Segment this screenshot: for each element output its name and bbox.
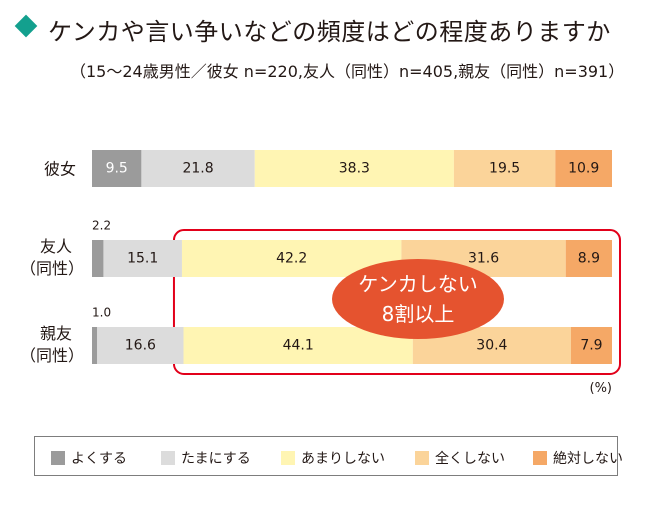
bar-segment-r1-s2 [141, 150, 255, 187]
data-label-r2-s1: 2.2 [92, 219, 111, 233]
data-label-r2-s5: 8.9 [578, 251, 600, 267]
legend-item-3: あまりしない [281, 448, 385, 468]
callout-line-2: 8割以上 [382, 302, 455, 326]
legend-label: よくする [71, 451, 127, 467]
bar-segment-r2-s5 [565, 240, 612, 277]
chart-legend: よくする たまにする あまりしない 全くしない 絶対しない [34, 436, 623, 476]
bar-segment-r3-s1 [92, 327, 98, 364]
legend-swatch [281, 451, 295, 465]
bar-segment-r1-s4 [453, 150, 556, 187]
category-label-3: 親友（同性） [20, 324, 84, 365]
category-label-1: 彼女 [44, 160, 76, 179]
legend-label: 全くしない [435, 451, 505, 467]
legend-item-5: 絶対しない [533, 448, 623, 468]
bar-segment-r2-s2 [103, 240, 182, 277]
data-label-r3-s5: 7.9 [580, 338, 602, 354]
data-label-r1-s4: 19.5 [489, 161, 520, 177]
legend-label: あまりしない [301, 451, 385, 467]
data-label-r2-s2: 15.1 [127, 251, 158, 267]
unit-label: (%) [590, 381, 613, 396]
legend-swatch [51, 451, 65, 465]
legend-swatch [533, 451, 547, 465]
callout-bubble [332, 259, 504, 339]
legend-swatch [415, 451, 429, 465]
chart-plot: 9.5 21.8 38.3 19.5 10.9 彼女 2.2 15.1 42.2 31.6 8.9 友… [20, 150, 622, 396]
callout-line-1: ケンカしない [358, 272, 477, 296]
legend-item-4: 全くしない [415, 448, 505, 468]
data-label-r3-s2: 16.6 [125, 338, 156, 354]
legend-item-1: よくする [51, 448, 127, 468]
bar-segment-r1-s1 [92, 150, 142, 187]
legend-label: たまにする [181, 451, 251, 467]
chart-title: ケンカや言い争いなどの頻度はどの程度ありますか [48, 18, 611, 46]
data-label-r2-s3: 42.2 [276, 251, 307, 267]
category-label-2: 友人（同性） [20, 237, 84, 278]
legend-swatch [161, 451, 175, 465]
bar-segment-r3-s5 [570, 327, 612, 364]
data-label-r3-s1: 1.0 [92, 306, 111, 320]
bar-segment-r3-s2 [97, 327, 184, 364]
highlight-box [172, 229, 622, 375]
data-label-r3-s4: 30.4 [476, 338, 507, 354]
bar-segment-r1-s5 [555, 150, 612, 187]
bar-segment-r2-s1 [92, 240, 104, 277]
legend-item-2: たまにする [161, 448, 251, 468]
data-label-r1-s5: 10.9 [568, 161, 599, 177]
data-label-r1-s1: 9.5 [106, 161, 128, 177]
data-label-r1-s3: 38.3 [339, 161, 370, 177]
data-label-r3-s3: 44.1 [283, 338, 314, 354]
chart-subtitle: （15〜24歳男性／彼女 n=220,友人（同性）n=405,親友（同性）n=3… [70, 62, 625, 81]
data-label-r1-s2: 21.8 [182, 161, 213, 177]
data-label-r2-s4: 31.6 [468, 251, 499, 267]
legend-label: 絶対しない [553, 451, 623, 467]
bar-segment-r1-s3 [254, 150, 454, 187]
